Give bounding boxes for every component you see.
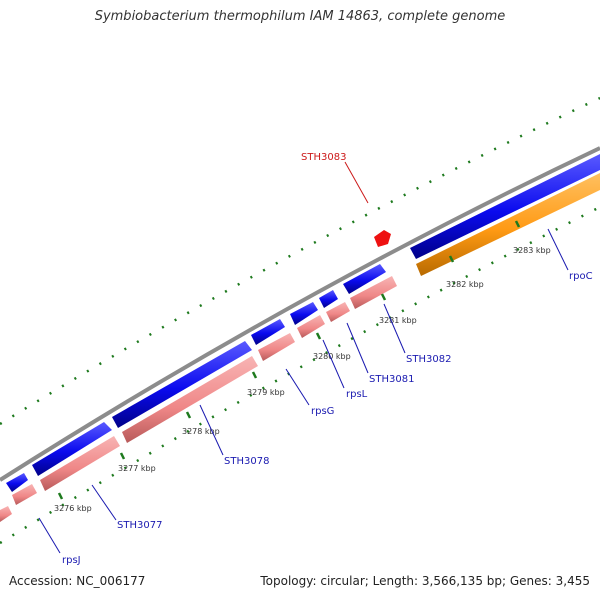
scale-labels: 3276 kbp 3277 kbp 3278 kbp 3279 kbp 3280…: [54, 246, 551, 513]
gene-label-STH3081[interactable]: STH3081: [369, 374, 414, 385]
gene-arrow-STH3078[interactable]: [112, 341, 252, 428]
feature-bar-1[interactable]: [0, 506, 12, 522]
feature-bar-6[interactable]: [297, 315, 325, 338]
gene-arrow-rpsJ[interactable]: [6, 473, 28, 492]
gene-label-rpsL[interactable]: rpsL: [346, 389, 368, 400]
gene-label-STH3082[interactable]: STH3082: [406, 354, 451, 365]
gene-label-STH3078[interactable]: STH3078: [224, 456, 269, 467]
scale-label: 3278 kbp: [182, 427, 220, 436]
feature-track-rna: [0, 276, 397, 522]
feature-bar-3[interactable]: [40, 436, 120, 491]
scale-ticks: [57, 220, 521, 500]
outer-tick-ring: [0, 96, 600, 426]
gene-label-rpsJ[interactable]: rpsJ: [62, 555, 81, 566]
inner-tick-ring: [0, 205, 600, 545]
gene-arrow-STH3077[interactable]: [32, 422, 112, 476]
gene-arrow-rpoC[interactable]: [410, 154, 600, 259]
scale-label: 3276 kbp: [54, 504, 92, 513]
genome-summary-label: Topology: circular; Length: 3,566,135 bp…: [260, 574, 590, 588]
gene-label-STH3077[interactable]: STH3077: [117, 520, 162, 531]
gene-arrow-rpsL[interactable]: [290, 302, 318, 325]
gene-labels: rpsJ STH3077 STH3078 rpsG rpsL STH3081 S…: [62, 152, 593, 566]
label-leaders: [38, 161, 569, 554]
feature-bar-7[interactable]: [326, 302, 350, 322]
feature-bar-8[interactable]: [350, 276, 397, 309]
scale-label: 3280 kbp: [313, 352, 351, 361]
scale-label: 3277 kbp: [118, 464, 156, 473]
gene-label-STH3083[interactable]: STH3083: [301, 152, 346, 163]
scale-label: 3283 kbp: [513, 246, 551, 255]
scale-label: 3282 kbp: [446, 280, 484, 289]
feature-bar-2[interactable]: [12, 484, 37, 505]
accession-label: Accession: NC_006177: [9, 574, 146, 588]
map-title: Symbiobacterium thermophilum IAM 14863, …: [94, 9, 506, 24]
scale-label: 3279 kbp: [247, 388, 285, 397]
gene-arrow-STH3081[interactable]: [319, 290, 338, 308]
gene-arrow-STH3082[interactable]: [343, 264, 386, 294]
genome-backbone: [0, 146, 600, 482]
gene-label-rpsG[interactable]: rpsG: [311, 406, 334, 417]
feature-bar-rpoC[interactable]: [416, 173, 600, 276]
gene-label-rpoC[interactable]: rpoC: [569, 271, 593, 282]
feature-bar-4[interactable]: [122, 356, 258, 443]
gene-arrow-rpsG[interactable]: [251, 319, 285, 345]
scale-label: 3281 kbp: [379, 316, 417, 325]
gene-arrow-STH3083[interactable]: [374, 230, 391, 247]
forward-strand-genes: [6, 154, 600, 492]
feature-bar-5[interactable]: [258, 333, 295, 361]
